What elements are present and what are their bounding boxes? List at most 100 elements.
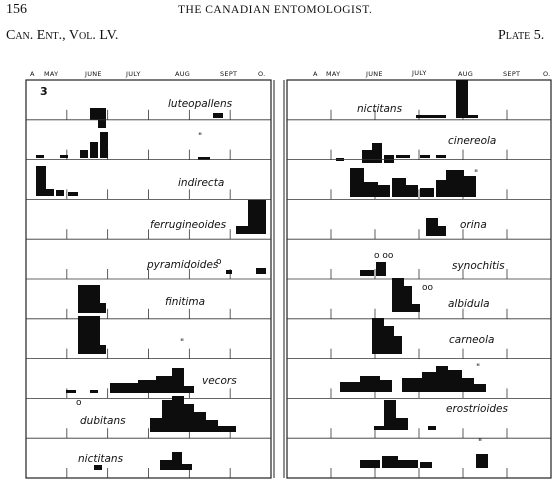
histogram-bar	[100, 132, 108, 158]
histogram-bar	[462, 378, 474, 392]
histogram-bar	[420, 155, 430, 158]
month-label: SEPT	[220, 70, 237, 78]
histogram-bar	[446, 170, 464, 197]
specimen-mark: "	[180, 338, 184, 348]
histogram-bar	[46, 189, 54, 196]
histogram-bar	[384, 326, 394, 354]
histogram-bar	[98, 108, 106, 128]
specimen-mark: oo	[422, 283, 434, 293]
histogram-bar	[420, 462, 432, 468]
specimen-mark: "	[478, 438, 482, 448]
histogram-bar	[416, 115, 446, 118]
histogram-bar	[68, 192, 78, 196]
right-species-rows: nictitans cinereola " orina synochitis o oo al…	[287, 80, 551, 478]
histogram-bar	[382, 456, 398, 468]
histogram-bar	[398, 460, 418, 468]
species-label: synochitis	[452, 260, 505, 272]
histogram-bar	[474, 384, 486, 392]
figure-number: 3	[40, 85, 48, 98]
species-label: finitima	[165, 296, 205, 308]
histogram-bar	[406, 185, 418, 197]
histogram-bar	[256, 268, 266, 274]
histogram-bar	[374, 426, 384, 430]
specimen-mark: o	[216, 257, 222, 267]
histogram-bar	[80, 150, 88, 158]
histogram-bar	[428, 426, 436, 430]
month-label: MAY	[44, 70, 58, 78]
plate-label: Plate 5.	[498, 28, 545, 43]
month-label: AUG	[458, 70, 473, 78]
histogram-bar	[372, 318, 384, 354]
histogram-bar	[156, 376, 172, 393]
histogram-bar	[448, 370, 462, 392]
month-label: A	[313, 70, 318, 78]
histogram-bar	[380, 380, 392, 392]
histogram-bar	[172, 396, 184, 432]
histogram-bar	[90, 142, 98, 158]
histogram-bar	[100, 303, 106, 313]
histogram-bar	[384, 400, 396, 430]
histogram-bar	[60, 155, 68, 158]
specimen-mark: "	[198, 132, 202, 142]
month-label: JULY	[125, 70, 141, 78]
species-label: indirecta	[178, 177, 224, 189]
histogram-bar	[422, 372, 436, 392]
page-number: 156	[6, 2, 27, 17]
histogram-bar	[350, 168, 364, 197]
month-label: A	[30, 70, 35, 78]
histogram-bar	[436, 180, 446, 197]
histogram-bar	[182, 464, 192, 470]
histogram-bar	[150, 418, 162, 432]
histogram-bar	[476, 454, 488, 468]
histogram-bar	[56, 190, 64, 196]
histogram-bar	[94, 465, 102, 470]
histogram-bar	[392, 278, 404, 312]
histogram-bar	[194, 412, 206, 432]
species-label: nictitans	[357, 103, 403, 115]
histogram-bar	[162, 400, 172, 432]
histogram-bar	[436, 155, 446, 158]
species-label: nictitans	[78, 453, 124, 465]
month-label: JUNE	[365, 70, 383, 78]
histogram-bar	[36, 166, 46, 196]
histogram-bar	[360, 460, 380, 468]
month-label: JULY	[411, 69, 427, 77]
right-month-headers: A MAY JUNE JULY AUG SEPT O.	[313, 69, 551, 78]
histogram-bar	[66, 390, 76, 393]
histogram-bar	[198, 157, 210, 160]
histogram-bar	[110, 383, 138, 393]
histogram-bar	[78, 316, 100, 354]
histogram-bar	[236, 226, 248, 234]
specimen-mark: o oo	[374, 251, 394, 261]
specimen-mark: "	[474, 169, 478, 179]
species-label: cinereola	[448, 135, 496, 147]
species-label: vecors	[202, 375, 237, 387]
histogram-bar	[90, 390, 98, 393]
histogram-bar	[468, 115, 478, 118]
histogram-bar	[226, 270, 232, 274]
histogram-bar	[392, 178, 406, 197]
histogram-bar	[184, 404, 194, 432]
species-label: ferrugineoides	[150, 219, 227, 231]
histogram-bar	[396, 418, 408, 430]
species-label: albidula	[448, 298, 490, 310]
month-label: O.	[258, 70, 266, 78]
month-label: O.	[543, 70, 551, 78]
histogram-bar	[394, 336, 402, 354]
citation: Can. Ent., Vol. LV.	[6, 28, 119, 43]
histogram-bar	[420, 188, 434, 197]
journal-title: THE CANADIAN ENTOMOLOGIST.	[178, 4, 373, 16]
species-label: orina	[460, 219, 487, 231]
histogram-bar	[36, 155, 44, 158]
histogram-bar	[384, 155, 394, 163]
histogram-bar	[184, 386, 194, 393]
month-label: JUNE	[84, 70, 102, 78]
histogram-bar	[436, 366, 448, 392]
month-label: MAY	[326, 70, 340, 78]
histogram-bar	[376, 262, 386, 276]
histogram-bar	[360, 270, 374, 276]
left-species-rows: luteopallens " indirecta ferrugineoides pyra…	[26, 98, 271, 478]
histogram-bar	[100, 345, 106, 354]
left-month-headers: A MAY JUNE JULY AUG SEPT O.	[30, 70, 266, 78]
